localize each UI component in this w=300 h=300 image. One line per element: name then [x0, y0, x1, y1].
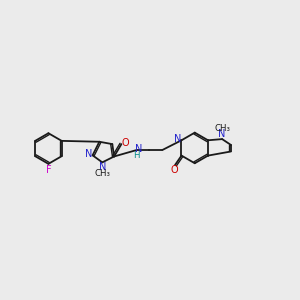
Text: F: F	[46, 165, 51, 175]
Text: N: N	[134, 144, 142, 154]
Text: O: O	[170, 165, 178, 175]
Text: CH₃: CH₃	[95, 169, 111, 178]
Text: O: O	[122, 138, 129, 148]
Text: CH₃: CH₃	[214, 124, 230, 133]
Text: N: N	[99, 162, 106, 172]
Text: N: N	[85, 149, 92, 159]
Text: H: H	[133, 151, 140, 160]
Text: N: N	[174, 134, 181, 144]
Text: N: N	[218, 129, 226, 139]
